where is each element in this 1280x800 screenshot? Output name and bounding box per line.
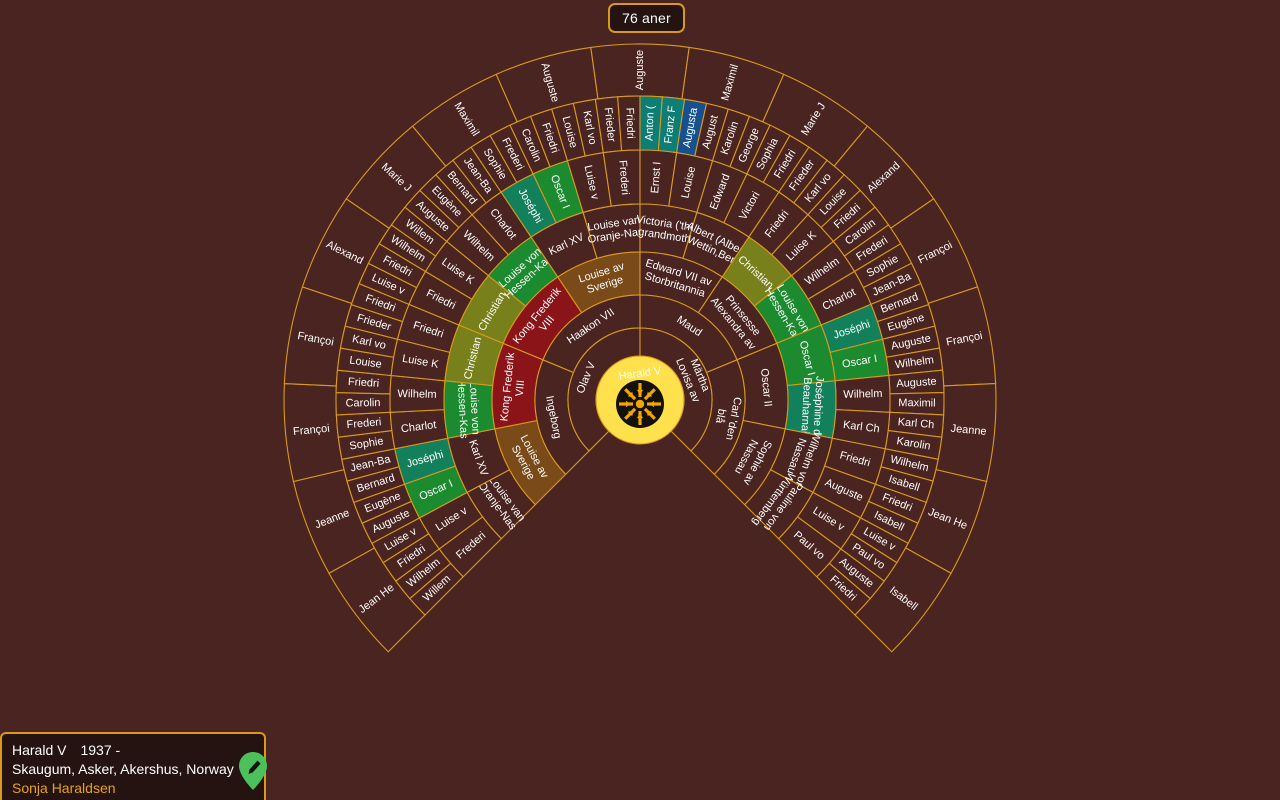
sun-wheel-arrowhead: [646, 410, 653, 417]
fan-segment[interactable]: [834, 374, 891, 413]
info-card-text: Harald V 1937 - Skaugum, Asker, Akershus,…: [12, 741, 234, 798]
map-pin-icon[interactable]: [238, 751, 268, 796]
sun-wheel-hub: [635, 399, 645, 409]
fan-segment[interactable]: [935, 382, 997, 483]
fan-segment[interactable]: [590, 43, 690, 100]
selected-person-info-card[interactable]: Harald V 1937 - Skaugum, Asker, Akershus,…: [0, 732, 268, 800]
fan-segment[interactable]: [389, 374, 446, 413]
info-card-place: Skaugum, Asker, Akershus, Norway: [12, 760, 234, 777]
sun-wheel-arrowhead: [627, 410, 634, 417]
sun-wheel-arrowhead: [625, 400, 631, 408]
center-person-group[interactable]: Harald V: [595, 355, 685, 445]
info-card-name: Harald V: [12, 742, 67, 758]
sun-wheel-arrowhead: [636, 413, 644, 419]
fan-segment[interactable]: [283, 382, 345, 483]
sun-wheel-arrowhead: [627, 391, 634, 398]
fan-segment[interactable]: [335, 391, 391, 416]
fan-segment[interactable]: [617, 95, 641, 152]
fan-segment[interactable]: [889, 391, 945, 416]
ancestor-count-badge[interactable]: 76 aner: [608, 3, 685, 33]
sun-wheel-arrowhead: [636, 389, 644, 395]
fan-segment[interactable]: [443, 380, 496, 439]
sun-wheel-arrowhead: [646, 391, 653, 398]
info-card-spouse[interactable]: Sonja Haraldsen: [12, 779, 116, 796]
fan-segment[interactable]: [784, 380, 837, 439]
info-card-years: 1937 -: [80, 742, 121, 758]
sun-wheel-arrowhead: [649, 400, 655, 408]
info-card-name-line: Harald V 1937 -: [12, 741, 234, 760]
